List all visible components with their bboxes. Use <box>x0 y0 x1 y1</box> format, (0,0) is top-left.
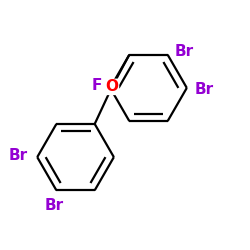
Text: Br: Br <box>8 148 28 164</box>
Text: O: O <box>106 79 118 94</box>
Text: Br: Br <box>44 198 64 213</box>
Text: F: F <box>92 78 102 93</box>
Text: Br: Br <box>174 44 193 59</box>
Text: Br: Br <box>194 82 214 97</box>
